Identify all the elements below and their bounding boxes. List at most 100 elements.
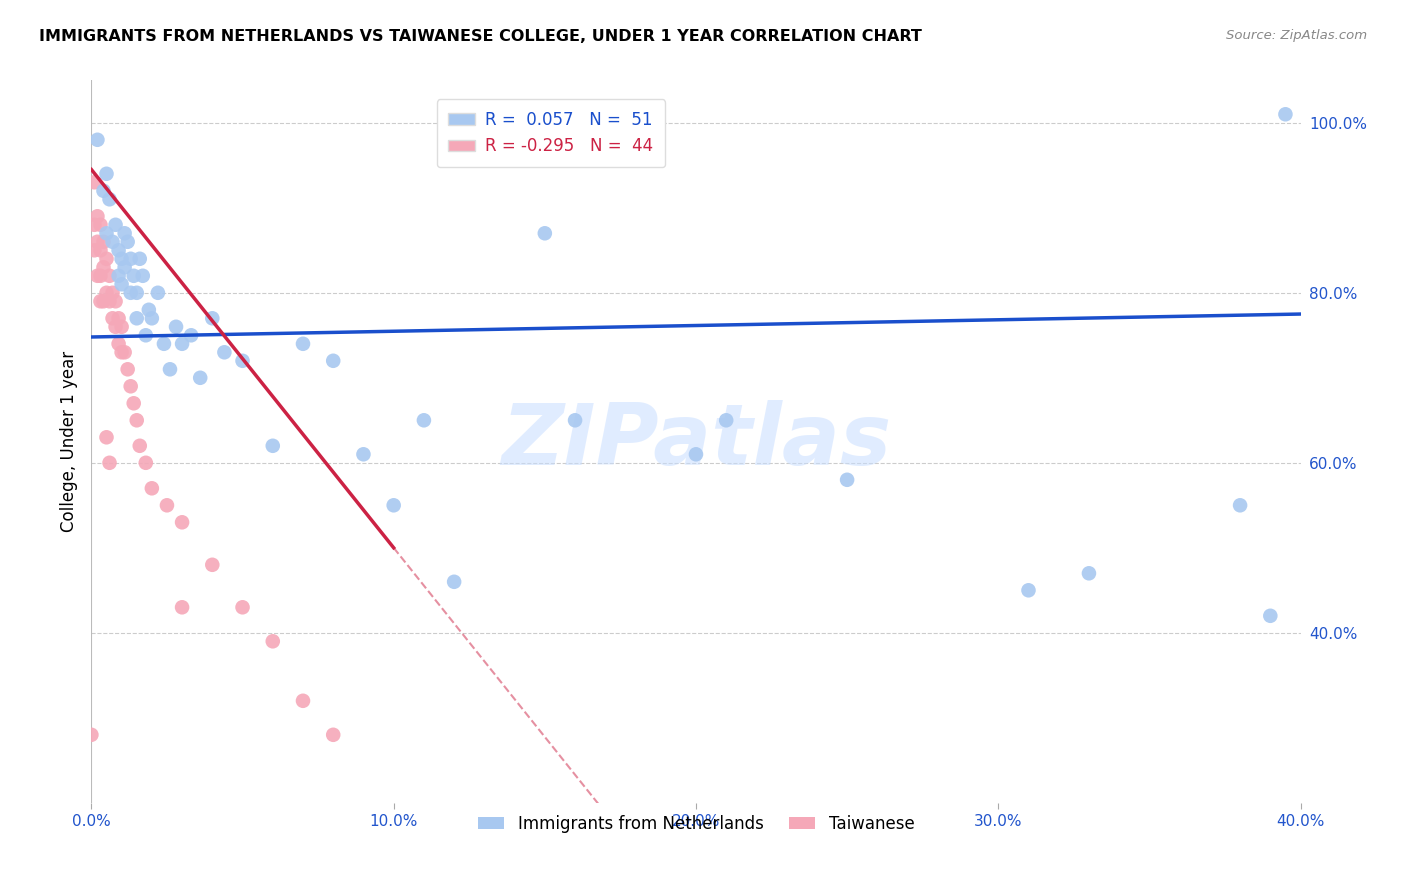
Point: [292, 336, 315, 351]
Point: [117, 362, 139, 376]
Point: [98, 192, 121, 206]
Point: [322, 728, 344, 742]
Point: [125, 413, 148, 427]
Point: [86, 133, 108, 147]
Point: [114, 260, 136, 275]
Point: [138, 302, 160, 317]
Point: [132, 268, 155, 283]
Point: [172, 336, 194, 351]
Point: [125, 311, 148, 326]
Point: [141, 311, 163, 326]
Point: [159, 362, 181, 376]
Point: [201, 311, 224, 326]
Point: [111, 345, 132, 359]
Point: [114, 227, 136, 241]
Point: [96, 430, 118, 444]
Point: [86, 209, 108, 223]
Point: [80, 728, 103, 742]
Point: [180, 328, 202, 343]
Point: [214, 345, 236, 359]
Point: [93, 260, 115, 275]
Point: [292, 694, 315, 708]
Text: IMMIGRANTS FROM NETHERLANDS VS TAIWANESE COLLEGE, UNDER 1 YEAR CORRELATION CHART: IMMIGRANTS FROM NETHERLANDS VS TAIWANESE…: [39, 29, 922, 44]
Legend: Immigrants from Netherlands, Taiwanese: Immigrants from Netherlands, Taiwanese: [471, 808, 921, 839]
Point: [413, 413, 436, 427]
Point: [714, 413, 737, 427]
Point: [98, 456, 121, 470]
Point: [114, 345, 136, 359]
Text: ZIPatlas: ZIPatlas: [501, 400, 891, 483]
Point: [104, 294, 127, 309]
Point: [1274, 107, 1296, 121]
Point: [117, 235, 139, 249]
Point: [128, 439, 150, 453]
Point: [107, 336, 129, 351]
Point: [352, 447, 374, 461]
Point: [98, 294, 121, 309]
Point: [107, 268, 129, 283]
Point: [83, 218, 105, 232]
Point: [93, 294, 115, 309]
Point: [111, 252, 132, 266]
Point: [120, 285, 142, 300]
Point: [1260, 608, 1282, 623]
Text: Source: ZipAtlas.com: Source: ZipAtlas.com: [1226, 29, 1367, 42]
Point: [156, 498, 179, 512]
Point: [83, 244, 105, 258]
Point: [262, 439, 284, 453]
Point: [533, 227, 555, 241]
Point: [231, 353, 253, 368]
Point: [564, 413, 586, 427]
Point: [120, 379, 142, 393]
Point: [135, 328, 157, 343]
Point: [1229, 498, 1251, 512]
Point: [96, 167, 118, 181]
Point: [104, 218, 127, 232]
Point: [685, 447, 707, 461]
Point: [122, 396, 145, 410]
Point: [231, 600, 253, 615]
Point: [172, 600, 194, 615]
Point: [101, 311, 124, 326]
Point: [89, 218, 111, 232]
Point: [141, 481, 163, 495]
Point: [122, 268, 145, 283]
Point: [188, 371, 211, 385]
Point: [107, 311, 129, 326]
Point: [83, 175, 105, 189]
Point: [201, 558, 224, 572]
Point: [172, 516, 194, 530]
Point: [101, 285, 124, 300]
Point: [111, 277, 132, 292]
Point: [125, 285, 148, 300]
Point: [101, 235, 124, 249]
Point: [98, 268, 121, 283]
Point: [1018, 583, 1040, 598]
Point: [322, 353, 344, 368]
Point: [96, 285, 118, 300]
Point: [146, 285, 169, 300]
Point: [382, 498, 405, 512]
Point: [835, 473, 858, 487]
Point: [128, 252, 150, 266]
Point: [93, 235, 115, 249]
Point: [86, 235, 108, 249]
Point: [93, 184, 115, 198]
Point: [96, 252, 118, 266]
Point: [120, 252, 142, 266]
Point: [89, 294, 111, 309]
Point: [165, 319, 187, 334]
Point: [135, 456, 157, 470]
Point: [262, 634, 284, 648]
Point: [443, 574, 465, 589]
Point: [86, 268, 108, 283]
Point: [111, 319, 132, 334]
Y-axis label: College, Under 1 year: College, Under 1 year: [60, 351, 79, 533]
Point: [89, 244, 111, 258]
Point: [107, 244, 129, 258]
Point: [104, 319, 127, 334]
Point: [89, 268, 111, 283]
Point: [96, 227, 118, 241]
Point: [153, 336, 176, 351]
Point: [1077, 566, 1099, 581]
